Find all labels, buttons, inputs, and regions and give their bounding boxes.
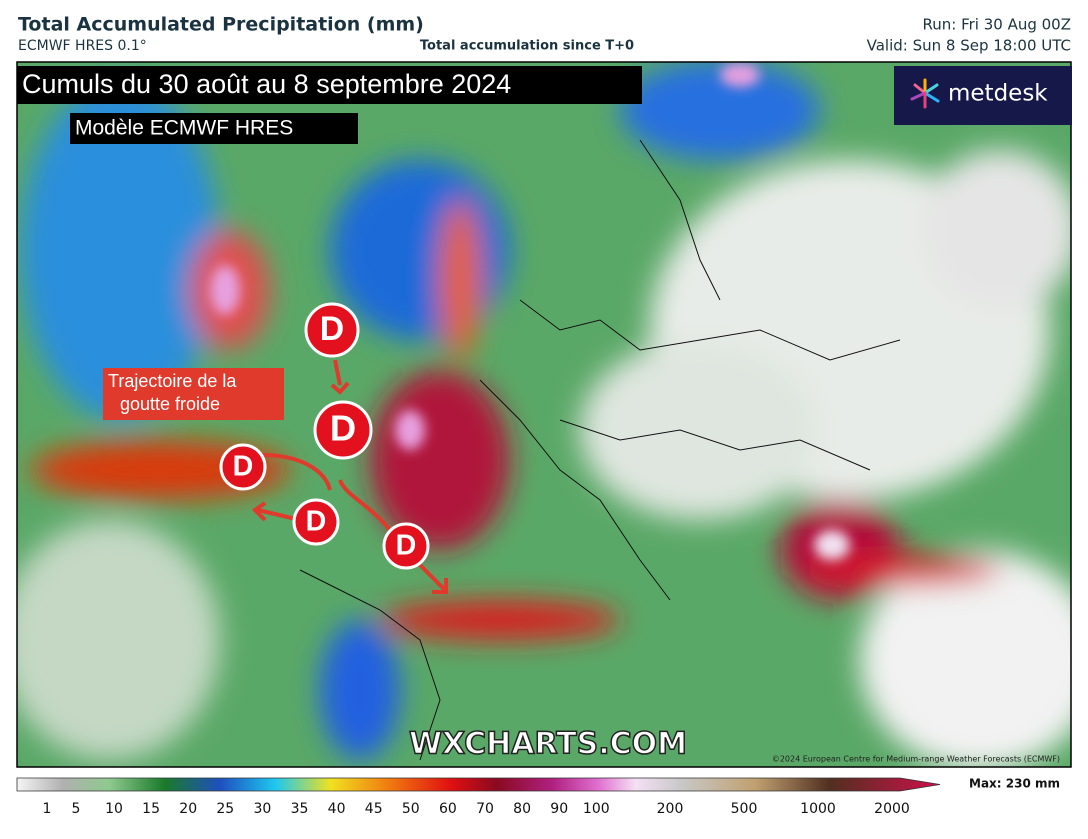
colorbar-tick-label: 25 — [216, 801, 234, 817]
colorbar-tick-label: 60 — [439, 801, 457, 817]
markers: D D D D D — [219, 302, 430, 570]
marker-label: D — [233, 451, 254, 483]
headline: Cumuls du 30 août au 8 septembre 2024 — [22, 69, 511, 99]
valid-time: Valid: Sun 8 Sep 18:00 UTC — [867, 37, 1071, 55]
model-label: Modèle ECMWF HRES — [75, 117, 293, 140]
model-name: ECMWF HRES 0.1° — [18, 38, 147, 54]
marker-circle — [219, 443, 267, 491]
colorbar-tick-label: 200 — [657, 801, 684, 817]
precip-field — [17, 62, 1071, 767]
marker-label: D — [306, 506, 327, 538]
marker-circle — [304, 302, 360, 358]
precip-cores — [210, 63, 850, 560]
marker-circle — [382, 522, 430, 570]
title: Total Accumulated Precipitation (mm) — [18, 14, 424, 36]
colorbar-tick-label: 20 — [179, 801, 197, 817]
colorbar-tick-label: 5 — [72, 801, 81, 817]
colorbar-tick-label: 30 — [253, 801, 271, 817]
logo-text: metdesk — [948, 81, 1048, 107]
colorbar-tick-label: 15 — [142, 801, 160, 817]
colorbar-tick-label: 70 — [476, 801, 494, 817]
model-label-box — [70, 113, 358, 144]
run-time: Run: Fri 30 Aug 00Z — [923, 16, 1072, 34]
colorbar-tick-label: 2000 — [874, 801, 910, 817]
marker-circle — [292, 498, 340, 546]
colorbar-tick-label: 40 — [328, 801, 346, 817]
colorbar-tick-label: 35 — [291, 801, 309, 817]
watermark: WXCHARTS.COM — [409, 727, 687, 762]
colorbar-ticks: 1 5 10 15 20 25 30 35 40 45 50 60 70 80 90 100 200 500 100… — [43, 801, 910, 817]
colorbar-tick-label: 500 — [731, 801, 758, 817]
subtitle: Total accumulation since T+0 — [420, 39, 634, 54]
marker-label: D — [396, 530, 417, 562]
colorbar-tick-label: 50 — [402, 801, 420, 817]
colorbar-tick-label: 1 — [43, 801, 52, 817]
colorbar-tick-label: 100 — [583, 801, 610, 817]
map-frame — [16, 61, 1072, 768]
annotation-line: goutte froide — [120, 394, 220, 414]
colorbar — [16, 777, 941, 792]
copyright: ©2024 European Centre for Medium-range W… — [772, 755, 1060, 764]
marker-label: D — [330, 408, 356, 449]
annotation-line: Trajectoire de la — [108, 371, 237, 391]
colorbar-tick-label: 90 — [550, 801, 568, 817]
map — [17, 62, 1071, 767]
logo-icon — [910, 78, 940, 109]
borders — [299, 139, 901, 761]
annotation-box — [103, 368, 284, 420]
max-label: Max: 230 mm — [969, 777, 1060, 791]
colorbar-tick-label: 1000 — [800, 801, 836, 817]
marker-circle — [313, 400, 373, 460]
colorbar-tick-label: 10 — [105, 801, 123, 817]
headline-box — [17, 66, 642, 104]
colorbar-tick-label: 45 — [365, 801, 383, 817]
marker-label: D — [320, 310, 344, 348]
colorbar-tick-label: 80 — [513, 801, 531, 817]
